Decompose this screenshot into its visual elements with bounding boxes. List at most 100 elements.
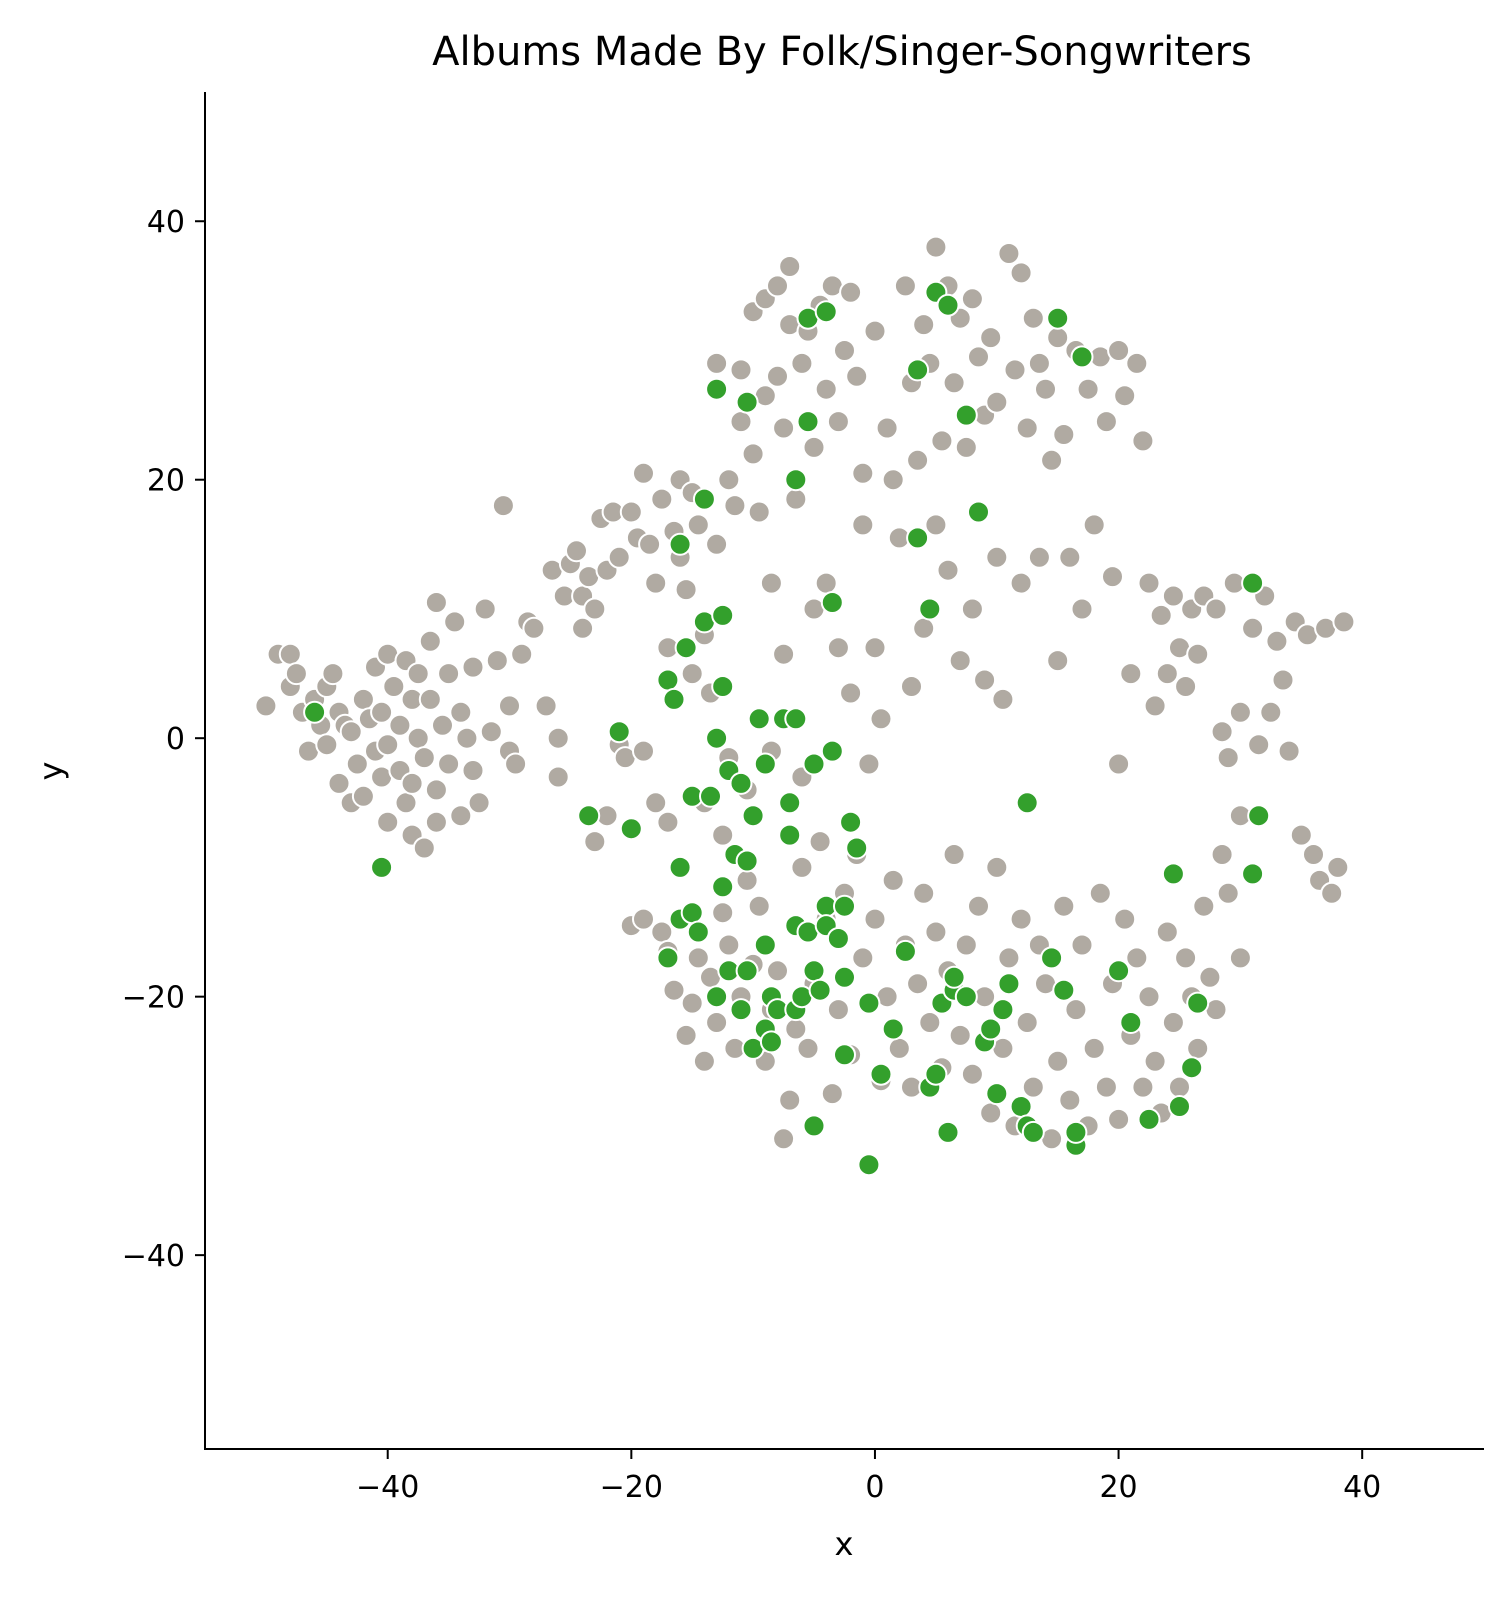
data-point-s0-152: [906, 448, 930, 472]
data-point-s0-25: [376, 810, 400, 834]
data-point-s0-184: [1046, 326, 1070, 350]
data-point-s0-109: [729, 410, 753, 434]
data-point-s1-108: [1241, 571, 1265, 595]
data-point-s0-289: [979, 1101, 1003, 1125]
data-point-s0-48: [443, 610, 467, 634]
data-point-s0-124: [784, 487, 808, 511]
data-point-s0-204: [1155, 662, 1179, 686]
data-point-s1-76: [924, 1062, 948, 1086]
data-point-s1-38: [759, 1030, 783, 1054]
data-point-s0-108: [729, 358, 753, 382]
data-point-s0-120: [772, 416, 796, 440]
data-point-s0-16: [339, 720, 363, 744]
data-point-s1-94: [1021, 1120, 1045, 1144]
data-point-s0-116: [759, 571, 783, 595]
data-point-s0-223: [1277, 739, 1301, 763]
data-point-s0-287: [967, 894, 990, 918]
data-point-s0-49: [449, 804, 473, 828]
data-point-s0-313: [1125, 946, 1149, 970]
data-point-s0-143: [863, 319, 887, 343]
data-point-s0-296: [1021, 1075, 1045, 1099]
data-point-s1-18: [705, 726, 729, 750]
data-point-s0-156: [924, 235, 948, 259]
data-point-s0-28: [382, 675, 406, 698]
data-point-s0-207: [1174, 675, 1198, 698]
data-point-s0-232: [1332, 610, 1356, 634]
data-point-s0-0: [254, 694, 278, 718]
data-point-s0-18: [351, 784, 375, 808]
data-point-s0-221: [1265, 629, 1289, 653]
data-point-s0-172: [985, 545, 1009, 569]
data-point-s1-52: [802, 1114, 826, 1138]
data-point-s0-160: [936, 558, 960, 582]
data-point-s1-72: [906, 526, 930, 550]
data-point-s0-304: [1070, 933, 1094, 957]
data-point-s0-180: [1027, 351, 1051, 375]
data-point-s0-58: [491, 494, 515, 518]
data-point-s0-59: [498, 694, 521, 718]
data-points: [254, 235, 1356, 1177]
data-point-s0-151: [900, 675, 923, 698]
data-point-s0-142: [857, 752, 881, 776]
data-point-s0-86: [638, 532, 662, 556]
data-point-s1-87: [979, 1017, 1003, 1041]
data-point-s0-121: [772, 642, 796, 666]
data-point-s0-242: [686, 946, 710, 970]
data-point-s0-54: [467, 791, 491, 815]
data-point-s0-218: [1247, 733, 1271, 757]
data-point-s1-71: [893, 939, 917, 963]
data-point-s1-84: [954, 403, 978, 427]
y-axis-label: y: [32, 762, 70, 781]
data-point-s1-53: [802, 959, 826, 983]
data-point-s1-43: [778, 791, 802, 815]
data-point-s1-54: [802, 752, 826, 776]
data-point-s0-144: [863, 636, 887, 660]
data-point-s1-100: [1070, 345, 1094, 369]
data-point-s0-198: [1119, 662, 1143, 686]
data-point-s0-19: [351, 687, 375, 711]
data-point-s1-62: [833, 965, 856, 989]
data-point-s0-56: [479, 720, 503, 744]
data-point-s0-47: [437, 662, 461, 686]
data-point-s0-9: [315, 733, 339, 757]
data-point-s0-250: [735, 868, 759, 892]
data-point-s0-17: [345, 752, 369, 776]
data-point-s1-6: [656, 668, 680, 692]
x-tick-label: 20: [1099, 1470, 1137, 1505]
data-point-s1-33: [741, 804, 765, 828]
data-point-s1-4: [619, 817, 643, 841]
data-point-s0-91: [656, 810, 680, 834]
data-point-s1-110: [1247, 804, 1271, 828]
data-point-s0-187: [1058, 545, 1082, 569]
data-point-s0-171: [985, 390, 1009, 414]
data-point-s1-59: [820, 591, 844, 614]
y-tick-label: 20: [147, 464, 185, 499]
data-point-s0-257: [778, 1088, 802, 1112]
data-point-s0-113: [747, 500, 771, 524]
data-point-s0-197: [1113, 384, 1137, 408]
x-axis-ticks: −40 −20 0 20 40: [356, 1449, 1381, 1505]
data-point-s0-68: [546, 726, 570, 750]
data-point-s0-103: [705, 351, 729, 375]
data-point-s0-102: [705, 532, 729, 556]
data-point-s0-36: [406, 726, 430, 750]
data-point-s0-181: [1027, 545, 1051, 569]
data-point-s0-185: [1046, 649, 1070, 673]
data-point-s0-140: [851, 461, 875, 485]
data-point-s0-205: [1161, 584, 1185, 608]
data-point-s0-136: [833, 339, 856, 362]
data-point-s0-177: [1009, 571, 1033, 595]
chart-title: Albums Made By Folk/Singer-Songwriters: [432, 29, 1252, 75]
data-point-s1-97: [1052, 978, 1076, 1002]
data-point-s1-65: [839, 810, 863, 834]
data-point-s1-68: [857, 1153, 881, 1177]
x-tick-label: 0: [865, 1470, 884, 1505]
data-point-s0-280: [924, 920, 948, 944]
data-point-s0-24: [370, 700, 394, 724]
data-point-s1-10: [668, 855, 692, 879]
data-point-s1-95: [1040, 946, 1064, 970]
data-point-s1-20: [705, 377, 729, 401]
data-point-s0-211: [1204, 597, 1228, 621]
data-point-s0-154: [912, 616, 936, 640]
